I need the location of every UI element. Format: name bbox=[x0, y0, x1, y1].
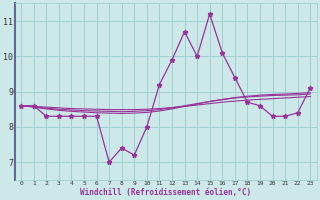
X-axis label: Windchill (Refroidissement éolien,°C): Windchill (Refroidissement éolien,°C) bbox=[80, 188, 251, 197]
